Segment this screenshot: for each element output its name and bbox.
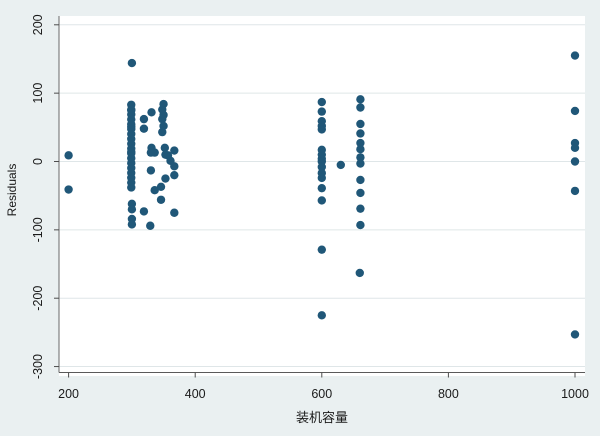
- svg-text:600: 600: [311, 387, 332, 401]
- svg-text:1000: 1000: [561, 387, 589, 401]
- svg-text:200: 200: [31, 14, 45, 35]
- svg-text:0: 0: [31, 158, 45, 165]
- svg-text:装机容量: 装机容量: [296, 410, 348, 425]
- svg-text:-300: -300: [31, 354, 45, 379]
- svg-text:100: 100: [31, 83, 45, 104]
- svg-text:-100: -100: [31, 217, 45, 242]
- svg-text:Residuals: Residuals: [5, 164, 19, 217]
- svg-text:200: 200: [58, 387, 79, 401]
- svg-text:800: 800: [438, 387, 459, 401]
- svg-text:400: 400: [185, 387, 206, 401]
- svg-text:-200: -200: [31, 286, 45, 311]
